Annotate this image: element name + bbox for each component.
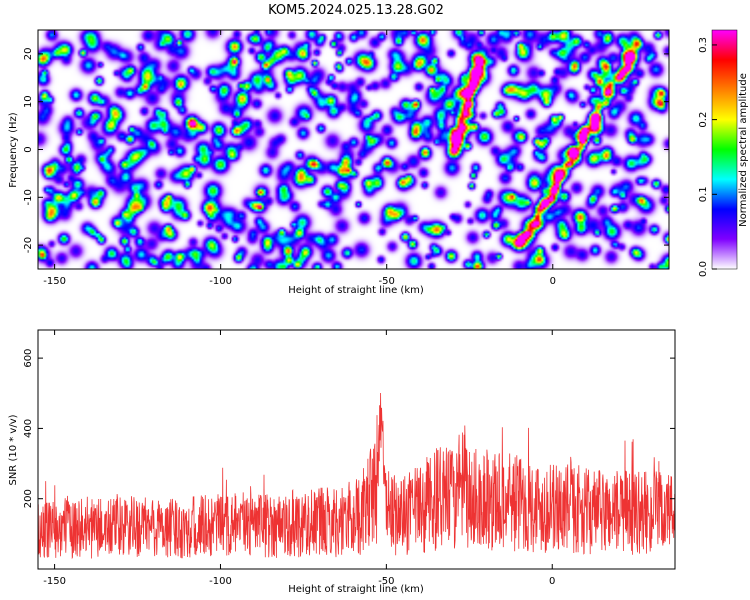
heatmap-y-tick-label: -10 xyxy=(23,189,34,205)
heatmap-x-tick-label: 0 xyxy=(550,276,556,287)
snr-y-tick-label: 400 xyxy=(23,419,34,438)
snr-x-tick-label: 0 xyxy=(549,576,555,587)
colorbar-label: Normalized spectral amplitude xyxy=(738,73,749,227)
snr-y-label: SNR (10 * v/v) xyxy=(8,414,19,485)
snr-y-ticks: 200 400 600 xyxy=(23,349,675,508)
heatmap-x-tick-label: -150 xyxy=(43,276,66,287)
heatmap-x-label: Height of straight line (km) xyxy=(288,285,424,296)
snr-x-tick-label: -50 xyxy=(378,576,394,587)
colorbar-ticks: 0.0 0.1 0.2 0.3 xyxy=(698,37,717,277)
colorbar-gradient xyxy=(711,29,738,270)
heatmap-x-ticks: -150 -100 -50 0 xyxy=(43,30,556,287)
colorbar-tick-label: 0.0 xyxy=(698,261,709,277)
snr-x-label: Height of straight line (km) xyxy=(288,584,424,595)
heatmap-y-tick-label: 20 xyxy=(23,48,34,61)
heatmap-y-tick-label: 0 xyxy=(23,146,34,152)
colorbar: 0.0 0.1 0.2 0.3 Normalized spectral amplitu… xyxy=(698,29,749,277)
snr-series-line xyxy=(38,392,675,560)
snr-frame xyxy=(37,329,676,570)
heatmap-y-tick-label: 10 xyxy=(23,95,34,108)
heatmap-y-tick-label: -20 xyxy=(23,237,34,253)
figure-title: KOM5.2024.025.13.28.G02 xyxy=(268,3,444,18)
snr-x-ticks: -150 -100 -50 0 xyxy=(43,330,555,587)
heatmap-y-ticks: -20 -10 0 10 20 xyxy=(23,48,669,253)
colorbar-tick-label: 0.3 xyxy=(698,37,709,53)
colorbar-tick-label: 0.2 xyxy=(698,112,709,128)
snr-y-tick-label: 200 xyxy=(23,489,34,508)
heatmap-x-tick-label: -50 xyxy=(379,276,395,287)
colorbar-tick-label: 0.1 xyxy=(698,186,709,202)
snr-x-tick-label: -150 xyxy=(43,576,66,587)
heatmap-y-label: Frequency (Hz) xyxy=(8,112,19,188)
heatmap-image xyxy=(38,30,669,269)
heatmap-x-tick-label: -100 xyxy=(209,276,232,287)
snr-x-tick-label: -100 xyxy=(209,576,232,587)
snr-panel: -150 -100 -50 0 200 400 600 Height of straigh… xyxy=(8,329,676,595)
snr-y-tick-label: 600 xyxy=(23,349,34,368)
